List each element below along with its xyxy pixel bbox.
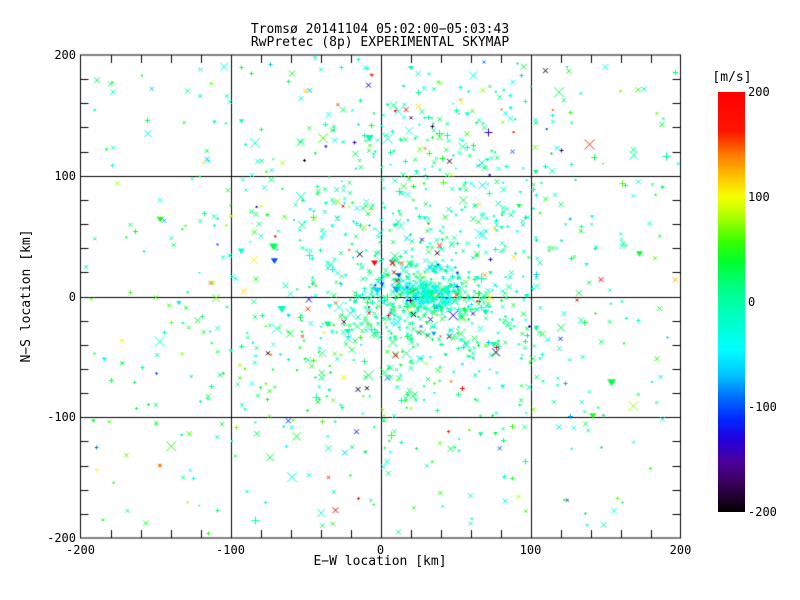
colorbar-tick-label: -100	[748, 400, 777, 414]
y-tick-label: -200	[47, 531, 76, 545]
chart-title: Tromsø 20141104 05:02:00−05:03:43	[250, 22, 510, 37]
y-tick-label: 200	[54, 48, 76, 62]
x-tick-label: -100	[216, 543, 245, 557]
colorbar-tick-label: 100	[748, 190, 770, 204]
colorbar-gradient	[718, 92, 745, 512]
x-axis-label: E−W location [km]	[313, 554, 447, 569]
colorbar-tick-label: -200	[748, 505, 777, 519]
x-tick-label: 100	[519, 543, 542, 557]
y-tick-label: 100	[54, 168, 76, 183]
colorbar-tick-label: 0	[748, 295, 756, 309]
colorbar-title: [m/s]	[712, 70, 752, 85]
y-tick-label: 0	[68, 289, 76, 304]
y-tick-label: -100	[47, 410, 76, 425]
colorbar-tick-label: 200	[748, 85, 770, 99]
x-tick-label: 0	[376, 543, 385, 557]
x-tick-label: -200	[66, 543, 95, 557]
chart-subtitle: RwPretec (8p) EXPERIMENTAL SKYMAP	[250, 35, 510, 50]
x-tick-label: 200	[669, 543, 692, 557]
